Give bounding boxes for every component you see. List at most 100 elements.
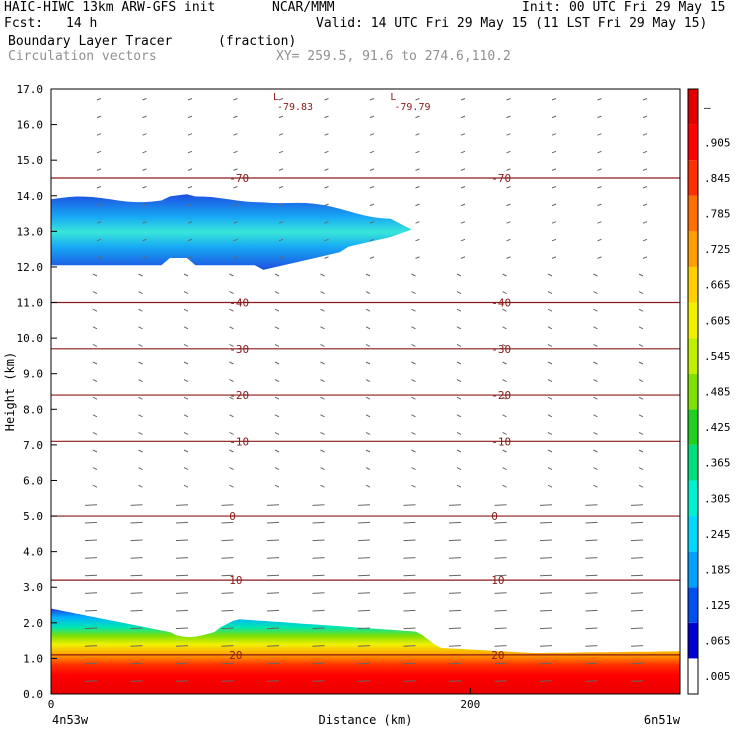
circulation-vector [221,539,234,542]
y-tick-label: 1.0 [23,652,43,665]
circulation-vector [96,168,102,171]
circulation-vector [320,396,325,400]
circulation-vector [96,238,102,242]
minimum-marker: L [390,92,396,103]
circulation-vector [411,467,416,471]
circulation-vector [638,379,644,383]
circulation-vector [456,484,462,488]
circulation-vector [320,431,325,435]
circulation-vector [630,645,644,647]
colorbar-frame [687,88,699,695]
circulation-vector [229,396,234,400]
circulation-vector [142,256,147,259]
circulation-vector [539,680,553,682]
circulation-vector [274,449,280,453]
circulation-vector [130,627,143,630]
circulation-vector [585,609,598,612]
circulation-vector [448,662,462,665]
circulation-vector [138,308,143,312]
circulation-vector [365,308,371,312]
circulation-vector [320,449,325,453]
colorbar-label: .785 [704,208,731,221]
circulation-vector [138,431,143,435]
circulation-vector [638,343,644,347]
circulation-vector [187,168,193,171]
circulation-vector [96,203,102,207]
circulation-vector [630,557,644,559]
colorbar-label: .665 [704,279,731,292]
circulation-vector [551,150,557,154]
circulation-vector [312,680,325,682]
colorbar-cell [688,658,698,694]
circulation-vector [411,431,416,435]
circulation-vector [551,221,557,224]
circulation-vector [456,431,462,435]
circulation-vector [365,414,371,418]
circulation-vector [324,98,329,101]
colorbar-label: .605 [704,314,731,327]
forecast-hour: 14 h [66,16,98,31]
circulation-vector [593,449,598,453]
circulation-vector [506,203,511,207]
circulation-vector [547,414,553,418]
circulation-vector [494,521,507,524]
circulation-vector [175,521,189,524]
circulation-vector [175,662,189,665]
circulation-vector [642,203,648,207]
circulation-vector [415,133,420,136]
circulation-vector [547,396,553,400]
circulation-vector [266,627,280,630]
circulation-vector [278,168,284,171]
circulation-vector [448,539,462,542]
circulation-vector [274,273,280,277]
circulation-vector [411,273,416,277]
circulation-vector [547,308,553,312]
circulation-vector [320,379,325,383]
circulation-vector [460,256,466,259]
colorbar-label: .485 [704,386,731,399]
circulation-vector [187,150,193,154]
isotherm-label: -30 [229,343,249,356]
circulation-vector [274,343,280,347]
x-tick-label: 0 [48,698,55,711]
circulation-vector [597,238,602,242]
isotherm-label: -30 [491,343,511,356]
circulation-vector [593,396,598,400]
circulation-vector [456,361,462,365]
circulation-vector [274,414,280,418]
minimum-value-label: -79.83 [277,102,313,113]
circulation-vector [175,592,189,594]
circulation-vector [365,396,371,400]
circulation-vector [266,574,280,577]
circulation-vector [585,521,598,524]
circulation-vector [183,414,189,418]
circulation-vector [403,645,416,647]
circulation-vector [274,361,280,365]
isotherm-label: -70 [491,172,511,185]
circulation-vector [187,186,193,189]
circulation-vector [585,557,598,559]
circulation-vector [84,645,98,647]
boundary-tracer-layer [51,608,680,694]
circulation-vector [278,115,284,119]
circulation-vector [547,449,553,453]
circulation-vector [593,273,598,277]
circulation-vector [593,361,598,365]
circulation-vector [547,291,553,295]
circulation-vector [539,662,553,665]
circulation-vector [92,449,98,453]
circulation-vector [597,168,602,171]
circulation-vector [183,396,189,400]
circulation-vector [187,256,193,259]
circulation-vector [324,150,329,154]
y-tick-label: 7.0 [23,439,43,452]
circulation-vector [278,98,284,101]
circulation-vector [502,273,507,277]
circulation-vector [539,609,553,612]
valid-time: Valid: 14 UTC Fri 29 May 15 (11 LST Fri … [316,16,708,31]
y-axis-label: Height (km) [3,352,17,431]
circulation-vector [460,115,466,119]
circulation-vector [460,238,466,242]
circulation-vector [551,186,557,189]
circulation-vector [266,539,280,542]
